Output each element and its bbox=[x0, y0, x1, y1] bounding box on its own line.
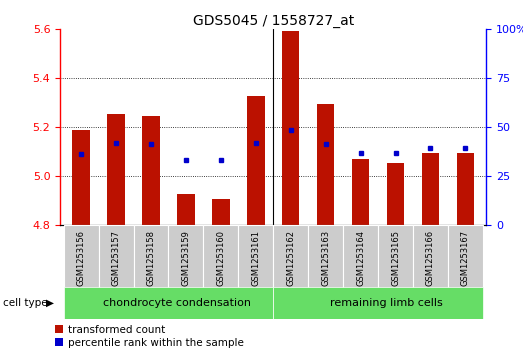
Title: GDS5045 / 1558727_at: GDS5045 / 1558727_at bbox=[192, 14, 354, 28]
Text: GSM1253161: GSM1253161 bbox=[251, 230, 260, 286]
Bar bbox=[212, 199, 230, 225]
Bar bbox=[98, 225, 133, 290]
Bar bbox=[274, 225, 308, 290]
Text: GSM1253156: GSM1253156 bbox=[76, 230, 86, 286]
Legend: transformed count, percentile rank within the sample: transformed count, percentile rank withi… bbox=[51, 321, 248, 352]
Bar bbox=[64, 225, 98, 290]
Bar bbox=[387, 163, 404, 225]
Text: GSM1253164: GSM1253164 bbox=[356, 230, 365, 286]
Bar bbox=[72, 130, 90, 225]
Bar bbox=[352, 159, 369, 225]
Bar bbox=[282, 32, 300, 225]
Bar bbox=[343, 225, 378, 290]
Bar bbox=[413, 225, 448, 290]
Bar bbox=[107, 114, 125, 225]
Bar bbox=[64, 287, 274, 319]
Bar bbox=[238, 225, 274, 290]
Bar bbox=[378, 225, 413, 290]
Bar bbox=[317, 104, 334, 225]
Text: GSM1253167: GSM1253167 bbox=[461, 230, 470, 286]
Text: cell type: cell type bbox=[3, 298, 47, 308]
Text: GSM1253163: GSM1253163 bbox=[321, 230, 330, 286]
Bar bbox=[274, 287, 483, 319]
Text: GSM1253166: GSM1253166 bbox=[426, 230, 435, 286]
Bar bbox=[308, 225, 343, 290]
Bar bbox=[142, 116, 160, 225]
Bar bbox=[177, 195, 195, 225]
Text: GSM1253157: GSM1253157 bbox=[111, 230, 120, 286]
Text: remaining limb cells: remaining limb cells bbox=[331, 298, 443, 308]
Bar bbox=[168, 225, 203, 290]
Bar bbox=[247, 97, 265, 225]
Bar bbox=[457, 153, 474, 225]
Text: GSM1253160: GSM1253160 bbox=[217, 230, 225, 286]
Text: GSM1253158: GSM1253158 bbox=[146, 230, 155, 286]
Text: GSM1253159: GSM1253159 bbox=[181, 230, 190, 286]
Text: GSM1253162: GSM1253162 bbox=[286, 230, 295, 286]
Bar bbox=[133, 225, 168, 290]
Text: ▶: ▶ bbox=[46, 298, 54, 308]
Bar bbox=[448, 225, 483, 290]
Bar bbox=[422, 153, 439, 225]
Text: GSM1253165: GSM1253165 bbox=[391, 230, 400, 286]
Text: chondrocyte condensation: chondrocyte condensation bbox=[103, 298, 251, 308]
Bar bbox=[203, 225, 238, 290]
